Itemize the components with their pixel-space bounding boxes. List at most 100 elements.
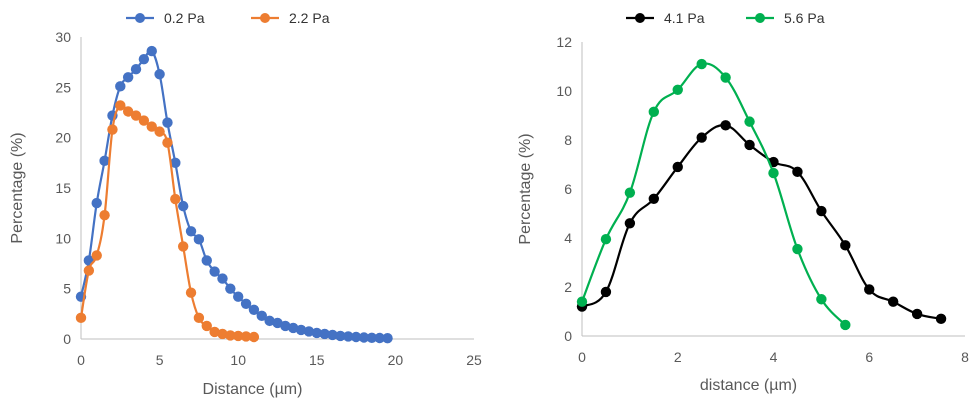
data-point <box>99 155 110 167</box>
series-line-0 <box>581 124 942 320</box>
y-tick-label: 10 <box>55 230 71 246</box>
data-point <box>303 326 315 337</box>
legend-marker <box>635 13 645 23</box>
data-point <box>233 330 244 342</box>
data-point <box>138 115 150 126</box>
data-point <box>624 187 636 198</box>
x-tick-label: 5 <box>156 352 164 368</box>
data-point <box>91 197 102 209</box>
legend-label: 2.2 Pa <box>289 10 330 26</box>
data-point <box>911 308 923 320</box>
y-tick-label: 4 <box>564 230 572 246</box>
x-tick-label: 20 <box>388 352 404 368</box>
y-tick-label: 12 <box>556 34 572 50</box>
data-point <box>327 329 338 341</box>
data-point <box>935 313 947 325</box>
data-point <box>672 84 683 95</box>
data-point <box>162 137 173 148</box>
legend-marker <box>755 13 765 23</box>
y-tick-label: 2 <box>564 279 572 295</box>
data-point <box>311 327 322 339</box>
data-point <box>816 294 827 305</box>
data-point <box>256 310 267 322</box>
y-tick-label: 25 <box>55 79 71 95</box>
data-point <box>154 69 165 80</box>
y-axis-title: Percentage (%) <box>517 133 534 244</box>
data-point <box>768 167 779 179</box>
data-point <box>366 332 378 343</box>
data-point <box>744 116 755 127</box>
data-point <box>201 320 212 332</box>
data-point <box>288 322 299 334</box>
y-tick-label: 20 <box>55 130 71 146</box>
data-point <box>146 45 157 57</box>
x-tick-label: 25 <box>466 352 482 368</box>
data-point <box>217 273 228 284</box>
x-tick-label: 10 <box>230 352 246 368</box>
data-point <box>146 121 157 132</box>
data-point <box>382 332 393 344</box>
x-tick-label: 4 <box>770 349 778 365</box>
data-point <box>138 53 150 65</box>
x-tick-label: 2 <box>674 349 682 365</box>
y-tick-label: 5 <box>63 281 71 297</box>
data-point <box>122 106 134 117</box>
y-tick-label: 0 <box>564 328 572 344</box>
data-point <box>264 315 275 327</box>
data-point <box>864 284 875 295</box>
data-point <box>343 331 354 342</box>
data-point <box>696 132 707 143</box>
y-tick-label: 30 <box>55 29 71 45</box>
data-point <box>840 319 851 331</box>
data-point <box>154 126 165 137</box>
data-point <box>792 243 803 255</box>
x-axis-title: distance (µm) <box>700 377 797 394</box>
data-point <box>240 298 252 309</box>
legend-label: 4.1 Pa <box>664 10 705 26</box>
y-tick-label: 6 <box>564 181 572 197</box>
data-point <box>672 161 683 173</box>
data-point <box>130 64 142 75</box>
data-point <box>209 266 220 277</box>
data-point <box>170 157 181 169</box>
data-point <box>130 110 142 121</box>
data-point <box>115 100 126 111</box>
data-point <box>840 240 851 251</box>
data-point <box>358 332 370 343</box>
data-point <box>170 193 181 205</box>
data-point <box>177 200 189 212</box>
data-point <box>193 312 205 324</box>
data-point <box>887 296 899 307</box>
data-point <box>122 72 134 83</box>
data-point <box>624 218 636 229</box>
data-point <box>335 330 346 342</box>
data-point <box>115 81 126 92</box>
legend-label: 5.6 Pa <box>784 10 825 26</box>
data-point <box>816 205 827 217</box>
y-tick-label: 10 <box>556 83 572 99</box>
series-line-1 <box>580 62 847 326</box>
data-point <box>248 331 260 343</box>
data-point <box>350 331 362 343</box>
x-tick-label: 6 <box>865 349 873 365</box>
y-tick-label: 0 <box>63 331 71 347</box>
legend-marker <box>260 13 270 23</box>
data-point <box>240 331 252 342</box>
data-point <box>576 296 588 307</box>
data-point <box>75 312 87 324</box>
data-point <box>233 291 244 302</box>
data-point <box>720 120 731 131</box>
data-point <box>272 317 283 329</box>
x-tick-label: 8 <box>961 349 969 365</box>
y-tick-label: 8 <box>564 132 572 148</box>
data-point <box>648 106 660 118</box>
data-point <box>280 320 291 332</box>
x-tick-label: 0 <box>77 352 85 368</box>
data-point <box>209 326 220 338</box>
data-point <box>83 265 95 276</box>
data-point <box>91 250 102 261</box>
data-point <box>374 332 385 344</box>
x-tick-label: 15 <box>309 352 325 368</box>
